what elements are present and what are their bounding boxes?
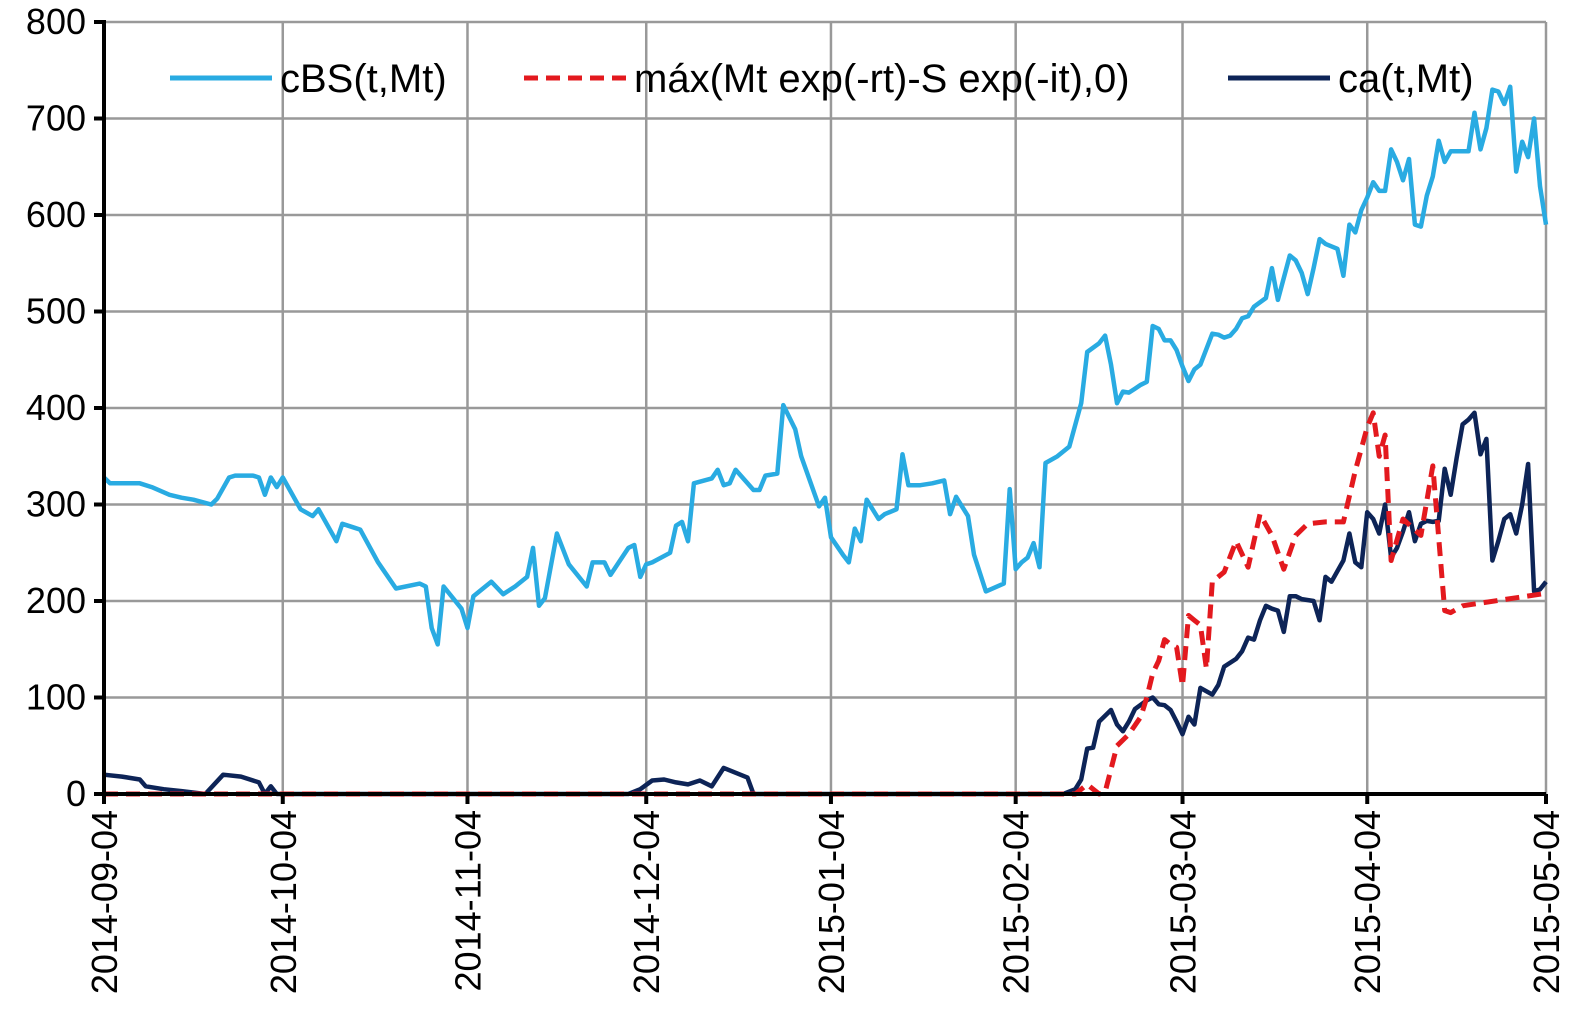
y-tick-label: 100	[26, 677, 86, 718]
x-tick-label: 2015-04-04	[1347, 810, 1388, 994]
y-tick-label: 500	[26, 291, 86, 332]
x-tick-label: 2015-01-04	[811, 810, 852, 994]
y-tick-label: 600	[26, 194, 86, 235]
x-tick-label: 2015-03-04	[1163, 810, 1204, 994]
axes	[94, 20, 1548, 804]
legend-label-2: máx(Mt exp(-rt)-S exp(-it),0)	[634, 57, 1130, 101]
x-tick-label: 2015-05-04	[1526, 810, 1567, 994]
x-tick-label: 2014-09-04	[84, 810, 125, 994]
series-line-2	[104, 410, 1547, 797]
y-tick-label: 400	[26, 387, 86, 428]
x-axis-tick-labels: 2014-09-04 2014-10-04 2014-11-04 2014-12-04…	[84, 810, 1567, 994]
legend: cBS(t,Mt) máx(Mt exp(-rt)-S exp(-it),0) ca…	[170, 57, 1474, 101]
grid-lines	[102, 20, 1548, 796]
x-tick-label: 2015-02-04	[996, 810, 1037, 994]
legend-label-1: cBS(t,Mt)	[280, 57, 447, 101]
legend-label-3: ca(t,Mt)	[1338, 57, 1474, 101]
y-tick-label: 200	[26, 580, 86, 621]
y-axis-tick-labels: 0 100 200 300 400 500 600 700 800	[26, 1, 86, 814]
y-tick-label: 0	[66, 773, 86, 814]
x-tick-label: 2014-11-04	[447, 810, 488, 991]
series-line-1	[102, 84, 1549, 647]
series-line-3	[103, 410, 1548, 797]
y-tick-label: 700	[26, 98, 86, 139]
x-tick-label: 2014-10-04	[263, 810, 304, 994]
x-tick-label: 2014-12-04	[626, 810, 667, 994]
y-tick-label: 300	[26, 484, 86, 525]
series-layer	[102, 84, 1549, 797]
y-tick-label: 800	[26, 1, 86, 42]
